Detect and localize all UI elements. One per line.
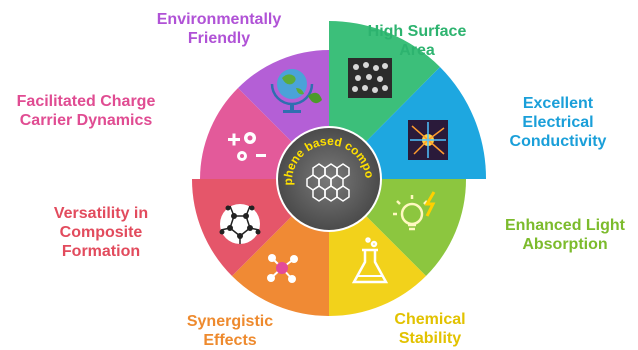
- label-charge-carrier: Facilitated Charge Carrier Dynamics: [16, 93, 156, 129]
- label-environmentally-friendly: Environmentally Friendly: [156, 11, 282, 47]
- label-high-surface-area: High Surface Area: [367, 23, 467, 59]
- lightbulb-bolt-icon: [393, 191, 436, 231]
- charge-carriers-icon: [228, 132, 266, 161]
- graphene-lattice-icon: [306, 163, 350, 202]
- label-chemical-stability: Chemical Stability: [394, 311, 466, 347]
- center-circle: [276, 126, 382, 232]
- label-synergistic-effects: Synergistic Effects: [186, 313, 274, 349]
- electric-spark-icon: [408, 120, 448, 160]
- globe-leaf-icon: [270, 69, 322, 113]
- graphene-cubes-icon: [348, 58, 392, 98]
- label-electrical-conductivity: Excellent Electrical Conductivity: [509, 95, 607, 150]
- molecule-icon: [267, 254, 298, 283]
- fullerene-icon: [219, 204, 261, 244]
- flask-icon: [351, 237, 389, 284]
- label-light-absorption: Enhanced Light Absorption: [505, 217, 625, 253]
- label-versatility: Versatility in Composite Formation: [53, 205, 149, 260]
